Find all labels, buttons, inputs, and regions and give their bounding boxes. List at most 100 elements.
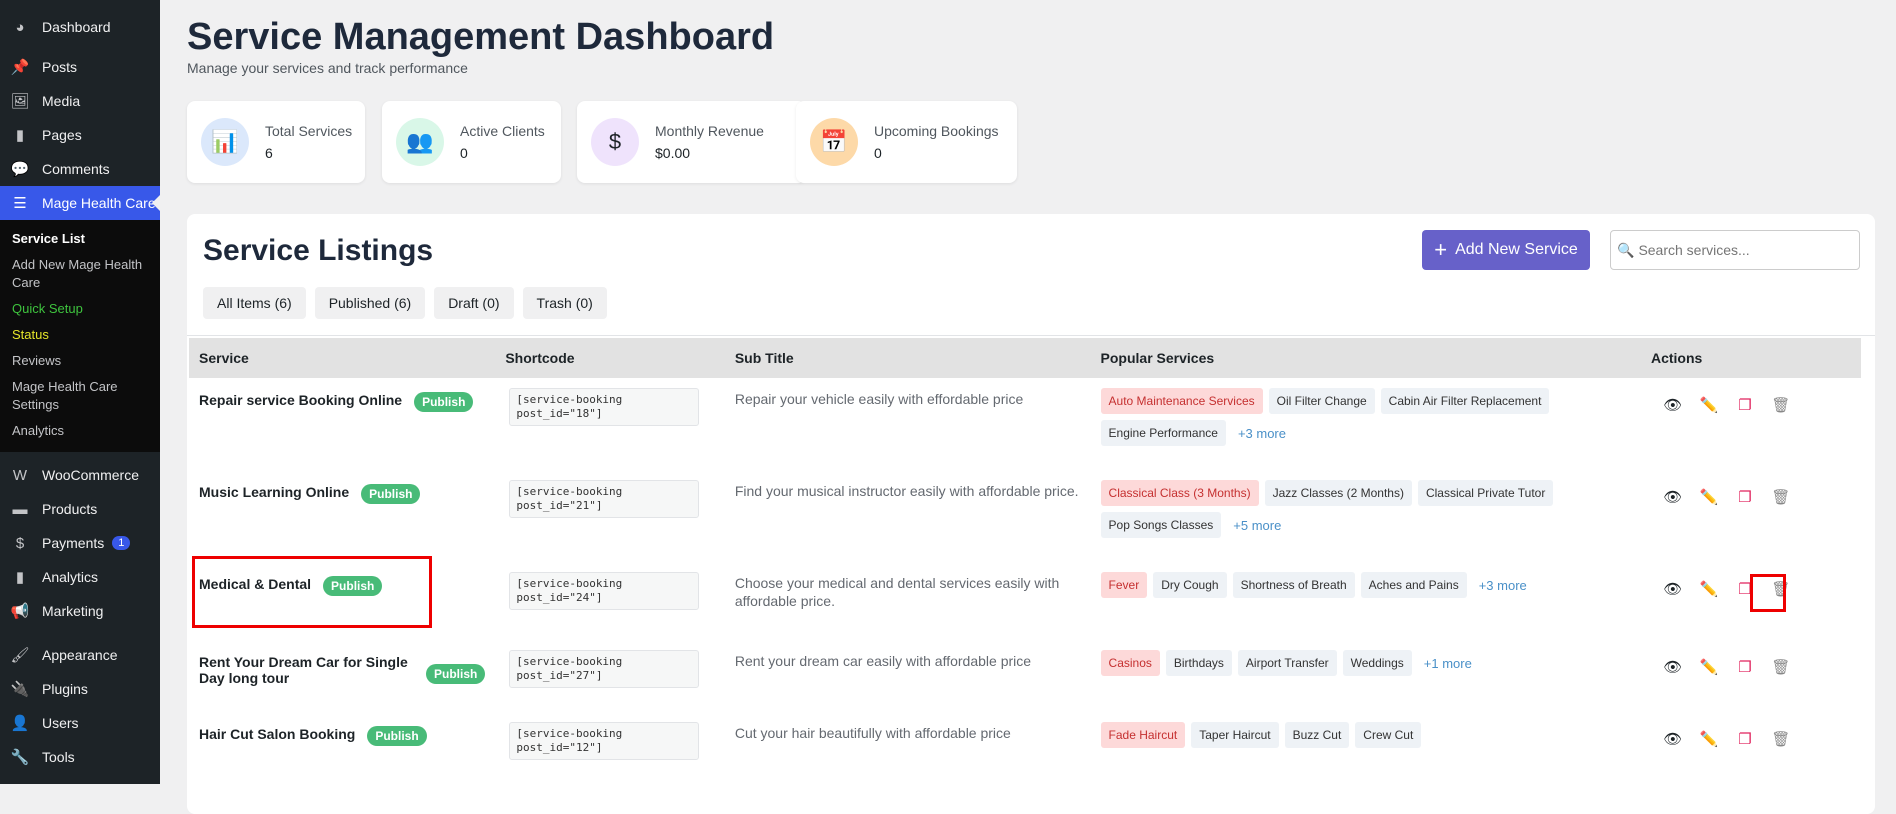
sidebar-item-mage-health-care[interactable]: ☰ Mage Health Care	[0, 186, 160, 220]
submenu-item[interactable]: Analytics	[12, 423, 65, 438]
submenu-item[interactable]: Mage Health Care Settings	[12, 379, 118, 412]
service-name[interactable]: Hair Cut Salon Booking	[199, 726, 356, 742]
sidebar-item-analytics[interactable]: ▮ Analytics	[0, 560, 160, 594]
service-tag: Fade Haircut	[1100, 722, 1186, 748]
edit-icon[interactable]: ✏️	[1699, 489, 1719, 506]
submenu: Service List Add New Mage Health Care Quic…	[0, 220, 160, 452]
filter-tab[interactable]: Trash (0)	[522, 287, 607, 319]
stat-card: 👥 Active Clients 0	[382, 101, 561, 183]
submenu-item[interactable]: Quick Setup	[12, 301, 83, 316]
service-tag: Jazz Classes (2 Months)	[1264, 480, 1412, 506]
service-name[interactable]: Music Learning Online	[199, 484, 350, 500]
sidebar-item-appearance[interactable]: 🖌 Appearance	[10, 647, 118, 664]
submenu-item[interactable]: Add New Mage Health Care	[12, 257, 143, 290]
trash-icon[interactable]: 🗑	[1771, 731, 1791, 748]
service-name[interactable]: Medical & Dental	[199, 576, 312, 592]
view-icon[interactable]: 👁	[1663, 581, 1683, 598]
services-table: Service Shortcode Sub Title Popular Service…	[189, 338, 1861, 784]
shortcode[interactable]: [service-booking post_id="24"]	[509, 572, 700, 610]
shortcode[interactable]: [service-booking post_id="27"]	[509, 650, 700, 688]
submenu-item[interactable]: Service List	[12, 231, 85, 246]
listings-title: Service Listings	[203, 234, 434, 267]
service-tag: Aches and Pains	[1360, 572, 1467, 598]
more-link[interactable]: +5 more	[1233, 517, 1282, 533]
column-header: Popular Services	[1090, 338, 1641, 378]
page-subtitle: Manage your services and track performan…	[187, 60, 468, 76]
sidebar-item-products[interactable]: ▬ Products	[0, 492, 160, 526]
sidebar-item-pages[interactable]: ▮ Pages	[0, 118, 160, 152]
status-badge: Publish	[323, 576, 383, 596]
duplicate-icon[interactable]: ❐	[1738, 397, 1752, 414]
filter-tab[interactable]: Published (6)	[314, 287, 426, 319]
duplicate-icon[interactable]: ❐	[1738, 581, 1752, 598]
trash-icon[interactable]: 🗑	[1771, 397, 1791, 414]
duplicate-icon[interactable]: ❐	[1738, 489, 1752, 506]
sidebar-item-marketing[interactable]: 📢 Marketing	[10, 603, 104, 620]
plugins-icon: 🔌	[10, 681, 30, 698]
plus-icon: +	[1434, 237, 1448, 262]
duplicate-icon[interactable]: ❐	[1738, 659, 1752, 676]
add-new-service-button[interactable]: + Add New Service	[1422, 230, 1590, 270]
service-tag: Birthdays	[1165, 650, 1232, 676]
submenu-item[interactable]: Reviews	[12, 353, 62, 368]
more-link[interactable]: +1 more	[1423, 655, 1472, 671]
chart-icon: 📊	[201, 118, 249, 166]
more-link[interactable]: +3 more	[1478, 577, 1527, 593]
analytics-icon: ▮	[15, 569, 25, 586]
service-tag: Weddings	[1342, 650, 1412, 676]
stat-card: $ Monthly Revenue $0.00	[577, 101, 806, 183]
sidebar-item-comments[interactable]: 💬 Comments	[10, 161, 110, 178]
subtitle: Choose your medical and dental services …	[734, 575, 1060, 609]
service-tag: Shortness of Breath	[1232, 572, 1355, 598]
trash-icon[interactable]: 🗑	[1771, 581, 1791, 598]
edit-icon[interactable]: ✏️	[1699, 731, 1719, 748]
sidebar-item-users[interactable]: 👤 Users	[10, 715, 79, 732]
payments-icon: $	[15, 534, 25, 552]
more-link[interactable]: +3 more	[1237, 425, 1286, 441]
shortcode[interactable]: [service-booking post_id="12"]	[509, 722, 700, 760]
search-input[interactable]	[1638, 242, 1839, 258]
stat-card: 📊 Total Services 6	[187, 101, 365, 183]
filter-tab[interactable]: All Items (6)	[203, 287, 306, 319]
tools-icon: 🔧	[10, 749, 30, 766]
edit-icon[interactable]: ✏️	[1699, 397, 1719, 414]
view-icon[interactable]: 👁	[1663, 489, 1683, 506]
duplicate-icon[interactable]: ❐	[1738, 731, 1752, 748]
search-box[interactable]: 🔍	[1610, 230, 1860, 270]
sidebar-item-plugins[interactable]: 🔌 Plugins	[10, 681, 88, 698]
service-tag: Classical Class (3 Months)	[1100, 480, 1259, 506]
shortcode[interactable]: [service-booking post_id="21"]	[509, 480, 700, 518]
table-row: Rent Your Dream Car for Single Day long …	[189, 640, 1861, 712]
service-name[interactable]: Rent Your Dream Car for Single Day long …	[199, 654, 408, 686]
edit-icon[interactable]: ✏️	[1699, 659, 1719, 676]
sidebar-item-tools[interactable]: 🔧 Tools	[10, 749, 75, 766]
view-icon[interactable]: 👁	[1663, 397, 1683, 414]
sidebar-item-dashboard[interactable]: ◕ Dashboard	[0, 10, 160, 44]
edit-icon[interactable]: ✏️	[1699, 581, 1719, 598]
subtitle: Cut your hair beautifully with affordabl…	[734, 725, 1011, 741]
subtitle: Find your musical instructor easily with…	[734, 483, 1079, 499]
column-header: Actions	[1640, 338, 1861, 378]
subtitle: Repair your vehicle easily with effordab…	[734, 391, 1024, 407]
service-tag: Casinos	[1100, 650, 1160, 676]
sidebar-item-media[interactable]: 🖼 Media	[10, 93, 81, 110]
dollar-icon: $	[591, 118, 639, 166]
view-icon[interactable]: 👁	[1663, 659, 1683, 676]
comment-icon: 💬	[10, 161, 30, 178]
submenu-item[interactable]: Status	[12, 327, 49, 342]
service-tag: Classical Private Tutor	[1417, 480, 1554, 506]
media-icon: 🖼	[10, 93, 30, 110]
trash-icon[interactable]: 🗑	[1771, 489, 1791, 506]
sidebar-item-posts[interactable]: 📌 Posts	[10, 59, 78, 76]
view-icon[interactable]: 👁	[1663, 731, 1683, 748]
shortcode[interactable]: [service-booking post_id="18"]	[509, 388, 700, 426]
pages-icon: ▮	[15, 127, 25, 144]
service-name[interactable]: Repair service Booking Online	[199, 392, 403, 408]
filter-tab[interactable]: Draft (0)	[434, 287, 514, 319]
users-icon: 👥	[396, 118, 444, 166]
sidebar-item-woocommerce[interactable]: W WooCommerce	[0, 458, 160, 492]
service-tag: Taper Haircut	[1191, 722, 1279, 748]
service-tag: Crew Cut	[1355, 722, 1422, 748]
trash-icon[interactable]: 🗑	[1771, 659, 1791, 676]
sidebar-item-payments[interactable]: $ Payments 1	[0, 526, 160, 560]
